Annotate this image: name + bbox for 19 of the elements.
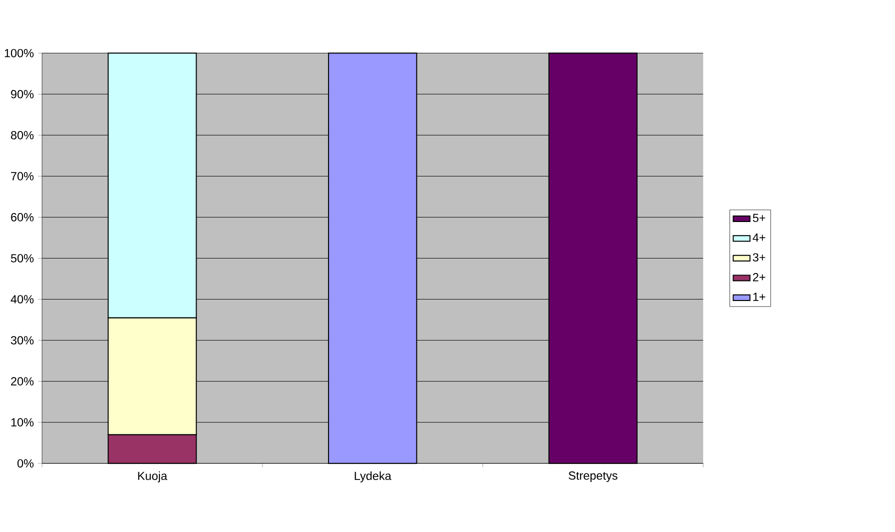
y-tick-label: 20% — [11, 377, 34, 386]
y-tick-label: 80% — [10, 130, 34, 140]
x-tick-label: Strepetys — [568, 471, 618, 482]
y-tick-label: 40% — [10, 294, 34, 304]
legend-label: 3+ — [752, 253, 766, 262]
y-tick-label: 70% — [11, 172, 34, 180]
legend-label: 4+ — [752, 233, 766, 242]
y-tick-label: 90% — [11, 90, 34, 98]
legend-label: 5+ — [752, 214, 766, 222]
x-tick-label: Kuoja — [138, 471, 168, 482]
y-tick-label: 10% — [11, 418, 34, 426]
legend-label: 1+ — [753, 292, 766, 301]
y-tick-label: 50% — [10, 254, 34, 262]
y-tick-label: 0% — [17, 459, 34, 468]
x-tick-label: Lydeka — [354, 471, 392, 482]
legend-label: 2+ — [752, 272, 766, 282]
y-tick-label: 60% — [11, 212, 34, 222]
y-tick-label: 100% — [4, 48, 34, 58]
y-tick-label: 30% — [10, 336, 34, 344]
